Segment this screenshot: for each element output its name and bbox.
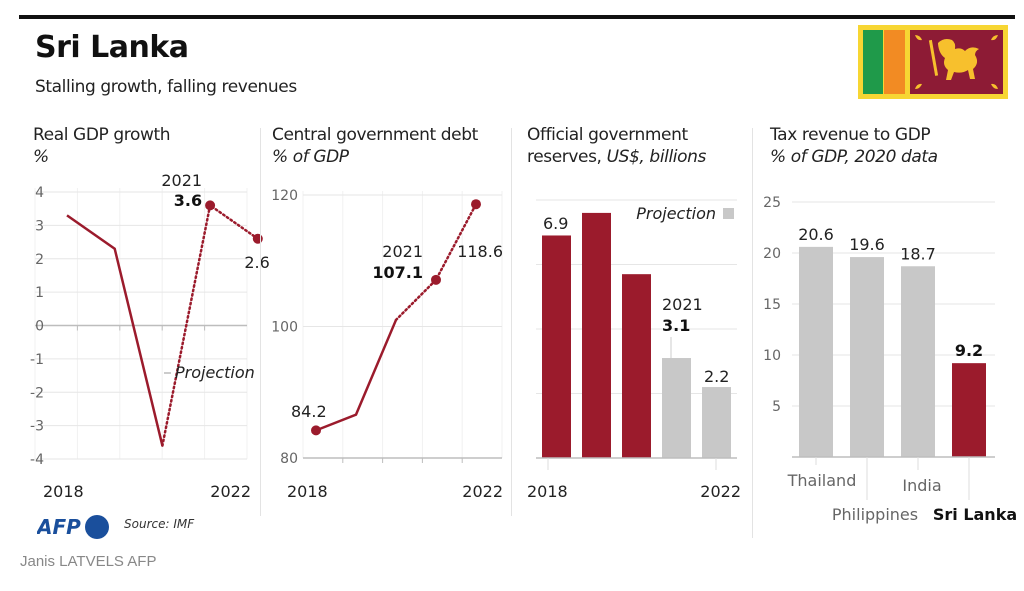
actual-line xyxy=(315,319,398,432)
panel-divider xyxy=(260,128,261,516)
data-label-2018: 84.2 xyxy=(291,402,327,421)
page-title: Sri Lanka xyxy=(35,30,189,65)
y-tick-label: 0 xyxy=(35,319,44,335)
category-label: India xyxy=(902,476,941,495)
afp-logo-dot xyxy=(85,515,109,539)
legend-projection-swatch xyxy=(723,208,734,219)
tax-panel-title: Tax revenue to GDP % of GDP, 2020 data xyxy=(770,124,938,168)
afp-logo-icon: AFP xyxy=(37,515,109,539)
gdp-panel-title: Real GDP growth % xyxy=(33,124,171,168)
page-subtitle: Stalling growth, falling revenues xyxy=(35,77,297,97)
projection-label: Projection xyxy=(175,363,255,382)
data-label-2022: 118.6 xyxy=(457,242,503,261)
y-tick-label: -2 xyxy=(30,385,44,401)
reserves-title: Official government xyxy=(527,125,688,145)
sri-lanka-flag-icon xyxy=(858,25,1008,99)
y-tick-label: 4 xyxy=(35,185,44,201)
data-point-2018 xyxy=(311,425,321,436)
y-tick-label: 80 xyxy=(280,451,298,467)
bar-sri-lanka xyxy=(952,363,986,457)
x-tick-label: 2018 xyxy=(43,482,84,501)
annotation-year: 2021 xyxy=(161,171,202,190)
actual-line xyxy=(66,214,164,446)
data-label-2021: 107.1 xyxy=(372,263,423,282)
data-point-2021 xyxy=(205,200,216,211)
y-tick-label: -3 xyxy=(30,419,44,435)
bar-2022 xyxy=(702,387,731,458)
y-tick-label: 5 xyxy=(772,399,781,415)
debt-unit: % of GDP xyxy=(272,147,349,167)
data-label: 18.7 xyxy=(900,244,936,263)
y-tick-label: 1 xyxy=(35,285,44,301)
data-label-2021: 3.1 xyxy=(662,316,690,335)
bar-2021 xyxy=(662,358,691,458)
tax-title: Tax revenue to GDP xyxy=(770,125,931,145)
data-label-2018: 6.9 xyxy=(543,214,568,233)
data-label: 20.6 xyxy=(798,225,834,244)
y-tick-label: 3 xyxy=(35,218,44,234)
y-tick-label: -4 xyxy=(30,452,44,468)
bar-2020 xyxy=(622,274,651,458)
category-label: Philippines xyxy=(832,505,918,524)
panel-divider xyxy=(752,128,753,538)
category-label: Sri Lanka xyxy=(933,505,1017,524)
y-tick-label: 15 xyxy=(763,297,781,313)
top-rule xyxy=(19,15,1015,19)
data-point-2021 xyxy=(431,274,441,285)
y-tick-label: 100 xyxy=(271,320,298,336)
bar-india xyxy=(901,266,935,457)
debt-panel-title: Central government debt % of GDP xyxy=(272,124,478,168)
y-tick-label: 120 xyxy=(271,188,298,204)
tax-unit: % of GDP, 2020 data xyxy=(770,147,938,167)
x-tick-label: 2022 xyxy=(462,482,503,501)
legend-projection-label: Projection xyxy=(636,204,716,223)
x-tick-label: 2018 xyxy=(527,482,568,501)
category-label: Thailand xyxy=(787,471,857,490)
annotation-year: 2021 xyxy=(382,242,423,261)
y-tick-label: 20 xyxy=(763,246,781,262)
photo-credit: Janis LATVELS AFP xyxy=(20,553,157,570)
data-label-2022: 2.6 xyxy=(244,253,269,272)
y-tick-label: -1 xyxy=(30,352,44,368)
bar-thailand xyxy=(799,246,833,457)
reserves-title-2: reserves, xyxy=(527,147,602,167)
debt-title: Central government debt xyxy=(272,125,478,145)
afp-logo-text: AFP xyxy=(37,515,81,539)
gdp-title: Real GDP growth xyxy=(33,125,171,145)
data-point-2022 xyxy=(471,199,481,210)
bar-2018 xyxy=(542,235,571,458)
data-label-2022: 2.2 xyxy=(704,367,729,386)
y-tick-label: 25 xyxy=(763,195,781,211)
source-note: Source: IMF xyxy=(124,517,195,531)
reserves-panel-title: Official government reserves, US$, billi… xyxy=(527,124,706,168)
data-label: 9.2 xyxy=(955,341,983,360)
bar-2019 xyxy=(582,212,611,458)
data-label-2021: 3.6 xyxy=(174,191,202,210)
panel-divider xyxy=(511,128,512,516)
x-tick-label: 2018 xyxy=(287,482,328,501)
reserves-unit: US$, billions xyxy=(606,147,707,167)
y-tick-label: 10 xyxy=(763,348,781,364)
bar-philippines xyxy=(850,257,884,457)
annotation-year: 2021 xyxy=(662,295,703,314)
x-tick-label: 2022 xyxy=(700,482,741,501)
gdp-unit: % xyxy=(33,147,49,167)
x-tick-label: 2022 xyxy=(210,482,251,501)
y-tick-label: 2 xyxy=(35,252,44,268)
data-label: 19.6 xyxy=(849,235,885,254)
